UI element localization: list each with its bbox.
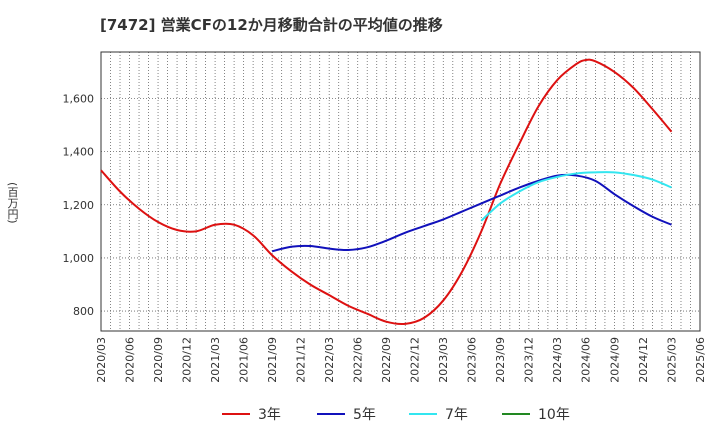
x-tick-label: 2020/12 bbox=[180, 337, 193, 383]
y-tick-label: 1,200 bbox=[63, 199, 95, 212]
legend-label: 10年 bbox=[538, 407, 570, 423]
legend: 3年 5年 7年 10年 bbox=[0, 402, 720, 426]
y-axis-unit-label: (百万円) bbox=[6, 182, 19, 224]
legend-label: 3年 bbox=[258, 407, 281, 423]
legend-label: 5年 bbox=[353, 407, 376, 423]
x-tick-label: 2024/03 bbox=[551, 337, 564, 383]
x-tick-label: 2024/09 bbox=[608, 337, 621, 383]
x-tick-label: 2025/03 bbox=[665, 337, 678, 383]
y-tick-label: 1,000 bbox=[63, 252, 95, 265]
x-tick-label: 2022/06 bbox=[352, 337, 365, 383]
legend-item: 5年 bbox=[317, 402, 376, 426]
x-tick-label: 2022/09 bbox=[380, 337, 393, 383]
legend-item: 3年 bbox=[222, 402, 281, 426]
x-tick-label: 2024/06 bbox=[580, 337, 593, 383]
x-tick-label: 2021/03 bbox=[209, 337, 222, 383]
plot-frame bbox=[100, 51, 701, 332]
line-chart: 800 1,000 1,200 1,400 1,600 2020/03 2020/06 202… bbox=[63, 51, 707, 383]
legend-swatch bbox=[317, 413, 345, 415]
x-tick-label: 2025/06 bbox=[694, 337, 707, 383]
legend-swatch bbox=[502, 413, 530, 415]
legend-label: 7年 bbox=[445, 407, 468, 423]
x-tick-label: 2022/12 bbox=[409, 337, 422, 383]
legend-item: 10年 bbox=[502, 402, 570, 426]
y-tick-label: 800 bbox=[73, 305, 94, 318]
legend-swatch bbox=[409, 413, 437, 415]
chart-title: [7472] 営業CFの12か月移動合計の平均値の推移 bbox=[100, 16, 443, 34]
x-tick-label: 2022/03 bbox=[323, 337, 336, 383]
x-tick-label: 2020/03 bbox=[95, 337, 108, 383]
legend-item: 7年 bbox=[409, 402, 468, 426]
series-line-7年 bbox=[480, 171, 672, 222]
x-tick-label: 2024/12 bbox=[637, 337, 650, 383]
x-tick-label: 2023/06 bbox=[466, 337, 479, 383]
x-tick-label: 2023/09 bbox=[494, 337, 507, 383]
x-tick-label: 2021/12 bbox=[295, 337, 308, 383]
x-tick-label: 2020/09 bbox=[152, 337, 165, 383]
x-tick-label: 2023/12 bbox=[523, 337, 536, 383]
y-tick-label: 1,400 bbox=[63, 146, 95, 159]
series-line-5年 bbox=[271, 173, 672, 253]
x-tick-label: 2020/06 bbox=[123, 337, 136, 383]
series-line-3年 bbox=[100, 58, 673, 326]
y-tick-label: 1,600 bbox=[63, 93, 95, 106]
x-tick-label: 2023/03 bbox=[437, 337, 450, 383]
x-tick-label: 2021/06 bbox=[237, 337, 250, 383]
legend-swatch bbox=[222, 413, 250, 415]
x-tick-label: 2021/09 bbox=[266, 337, 279, 383]
